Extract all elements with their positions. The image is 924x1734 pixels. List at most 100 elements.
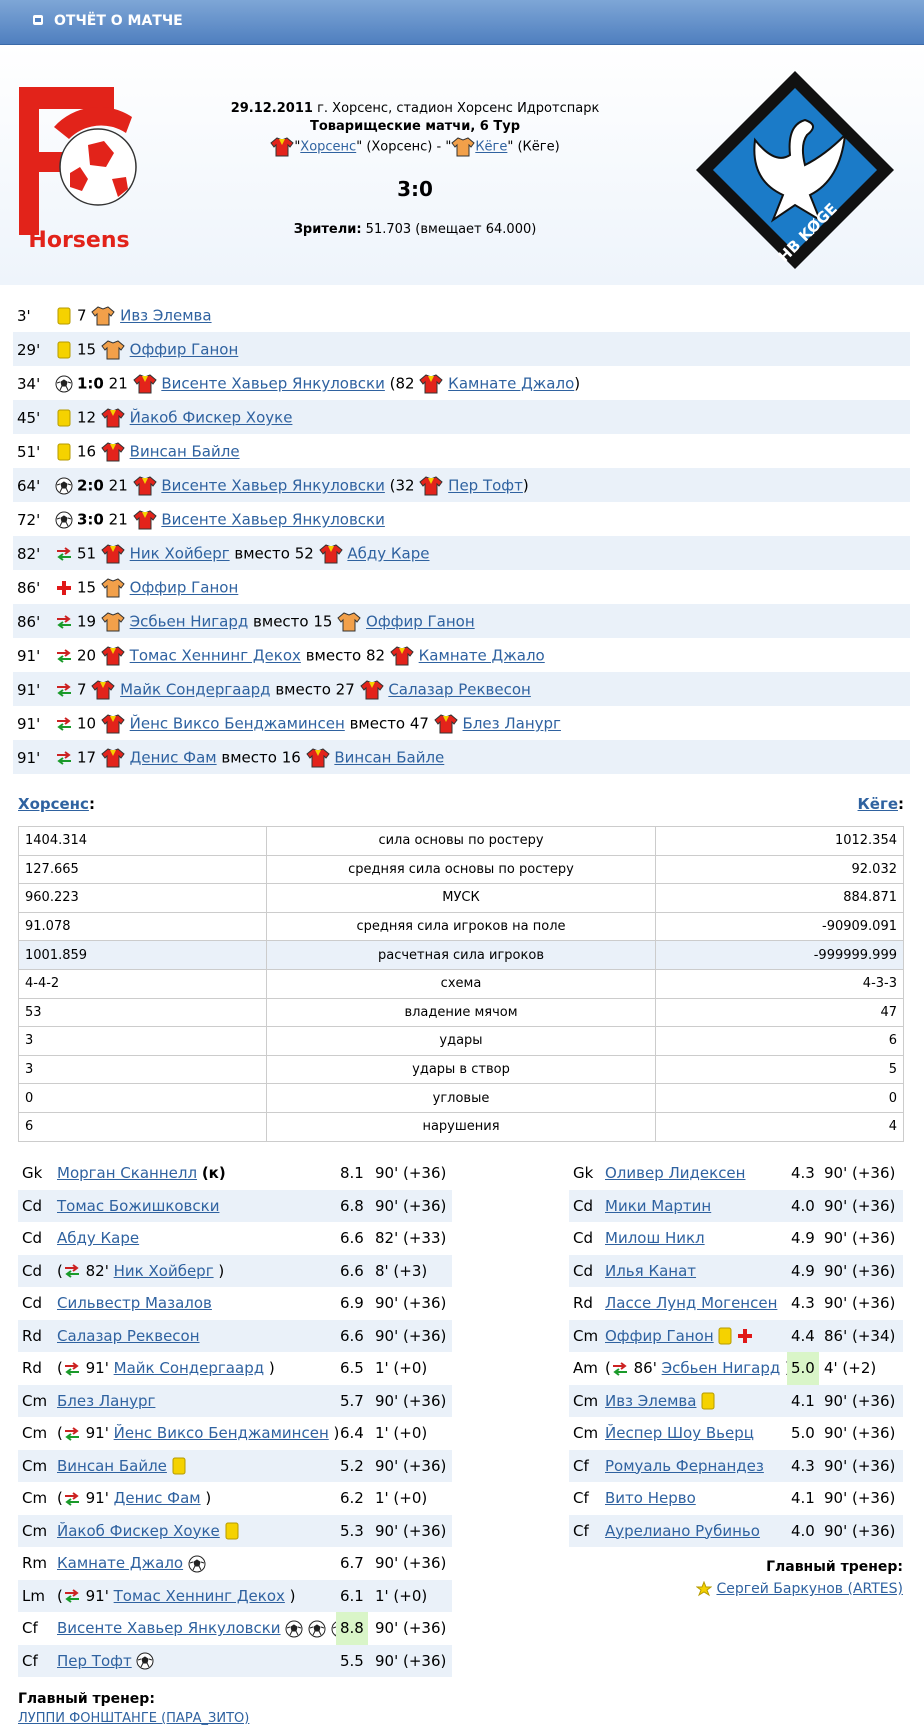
player-link[interactable]: Оффир Ганон [129,578,239,597]
home-team-link[interactable]: Хорсенс [18,795,89,813]
player-cell: ( 91' Майк Сондергаард ) [57,1352,275,1385]
lineup-row: Cd Абду Каре 6.6 82' (+33) [18,1222,452,1255]
position: Cf [573,1521,589,1540]
player-link[interactable]: Висенте Хавьер Янкуловски [161,374,385,393]
minutes: 1' (+0) [375,1489,428,1507]
team-link[interactable]: Кёге [475,139,508,155]
player-link[interactable]: Ивз Элемва [605,1391,697,1410]
player-cell: Ромуаль Фернандез [605,1450,764,1483]
player-link[interactable]: Камнате Джало [57,1554,184,1572]
player-link[interactable]: Винсан Байле [57,1456,167,1475]
lineup-row: Cm Йакоб Фискер Хоуке 5.3 90' (+36) [18,1514,452,1547]
rating: 6.5 [340,1359,364,1377]
player-link[interactable]: Илья Канат [605,1261,697,1280]
player-link[interactable]: Мики Мартин [605,1196,712,1215]
player-link[interactable]: Ник Хойберг [129,544,230,563]
event-row: 86' 15 Оффир Ганон [13,570,910,604]
player-link[interactable]: Ник Хойберг [113,1261,214,1280]
stat-label: удары в створ [265,1054,657,1085]
player-link[interactable]: Оливер Лидексен [605,1164,746,1182]
player-link[interactable]: Камнате Джало [448,374,575,393]
player-link[interactable]: Йеспер Шоу Вьерц [605,1424,754,1442]
score: 3:0 [397,177,433,201]
rating: 5.3 [340,1521,364,1540]
player-link[interactable]: Денис Фам [113,1489,201,1507]
player-link[interactable]: Томас Божишковски [57,1196,220,1215]
away-icon [91,299,116,333]
coach-link[interactable]: Сергей Баркунов (ARTES) [716,1581,903,1597]
paren: ) [268,1359,275,1377]
minutes: 90' (+36) [824,1391,896,1410]
player-link[interactable]: Пер Тофт [57,1651,132,1670]
player-link[interactable]: Абду Каре [57,1229,140,1247]
home-icon [270,137,294,157]
paren: ( [57,1261,63,1280]
player-link[interactable]: Томас Хеннинг Декох [113,1586,285,1605]
lineup-row: Cm Винсан Байле 5.2 90' (+36) [18,1449,452,1482]
event-detail: вместо 16 [221,748,301,767]
player-cell: ( 82' Ник Хойберг ) [57,1255,224,1288]
player-link[interactable]: Салазар Реквесон [57,1326,200,1345]
player-link[interactable]: Эсбьен Нигард [661,1359,781,1377]
player-link[interactable]: Блез Ланург [57,1391,156,1410]
player-link[interactable]: Томас Хеннинг Декох [129,646,301,665]
player-link[interactable]: Оффир Ганон [605,1326,714,1345]
player-link[interactable]: Майк Сондергаард [113,1359,265,1377]
player-link[interactable]: Эсбьен Нигард [129,612,249,631]
shirt-number: 7 [77,306,87,325]
player-link[interactable]: Морган Сканнелл [57,1164,198,1182]
shirt-number: 20 [77,646,97,665]
player-link[interactable]: Висенте Хавьер Янкуловски [57,1619,281,1637]
player-cell: Абду Каре [57,1222,139,1255]
yellow-icon [57,299,71,333]
goal-icon [55,469,73,503]
player-link[interactable]: Милош Никл [605,1229,705,1247]
away-stat: 5 [655,1054,904,1085]
minutes: 90' (+36) [824,1456,896,1475]
event-icon-cell [51,502,77,537]
player-link[interactable]: Йенс Виксо Бенджаминсен [129,714,345,733]
player-link[interactable]: Камнате Джало [418,646,545,665]
player-link[interactable]: Пер Тофт [448,476,523,495]
paren: ( [57,1489,63,1507]
player-link[interactable]: Вито Нерво [605,1489,696,1507]
event-row: 64' 2:0 21 Висенте Хавьер Янкуловски (32 … [13,468,910,502]
away-icon [101,605,125,639]
lineup-row: Cm Оффир Ганон 4.4 86' (+34) [569,1319,903,1352]
player-link[interactable]: Йенс Виксо Бенджаминсен [113,1424,329,1442]
player-link[interactable]: Йакоб Фискер Хоуке [129,408,293,427]
stat-label: средняя сила основы по ростеру [265,854,657,885]
event-icon-cell [51,332,77,367]
player-link[interactable]: Аурелиано Рубиньо [605,1521,760,1540]
minutes: 90' (+36) [824,1424,896,1442]
team-link[interactable]: Хорсенс [300,139,357,155]
stats-row: 6 нарушения 4 [18,1111,904,1142]
player-link[interactable]: Лассе Лунд Могенсен [605,1294,778,1312]
rating: 4.1 [791,1489,815,1507]
player-cell: Милош Никл [605,1222,705,1255]
lineup-row: Rd Лассе Лунд Могенсен 4.3 90' (+36) [569,1287,903,1320]
player-cell: Блез Ланург [57,1385,155,1418]
away-stat: 47 [655,997,904,1028]
event-minute: 64' [17,476,41,495]
away-team-link[interactable]: Кёге [857,795,898,813]
position: Cf [22,1619,38,1637]
player-link[interactable]: Ивз Элемва [120,306,212,325]
player-link[interactable]: Висенте Хавьер Янкуловски [161,510,385,529]
player-link[interactable]: Денис Фам [129,748,217,767]
player-link[interactable]: Йакоб Фискер Хоуке [57,1521,220,1540]
event-minute: 72' [17,510,41,529]
player-link[interactable]: Винсан Байле [334,748,445,767]
player-link[interactable]: Майк Сондергаард [120,680,271,699]
player-link[interactable]: Блез Ланург [462,714,561,733]
player-link[interactable]: Абду Каре [347,544,430,563]
coach-link[interactable]: ЛУППИ ФОНШТАНГЕ (ПАРА_ЗИТО) [18,1711,250,1726]
player-link[interactable]: Винсан Байле [129,442,240,461]
player-link[interactable]: Висенте Хавьер Янкуловски [161,476,385,495]
player-link[interactable]: Оффир Ганон [129,340,239,359]
player-link[interactable]: Оффир Ганон [366,612,475,631]
rating: 8.8 [336,1612,368,1645]
player-link[interactable]: Сильвестр Мазалов [57,1294,212,1312]
player-link[interactable]: Ромуаль Фернандез [605,1456,764,1475]
player-link[interactable]: Салазар Реквесон [388,680,531,699]
